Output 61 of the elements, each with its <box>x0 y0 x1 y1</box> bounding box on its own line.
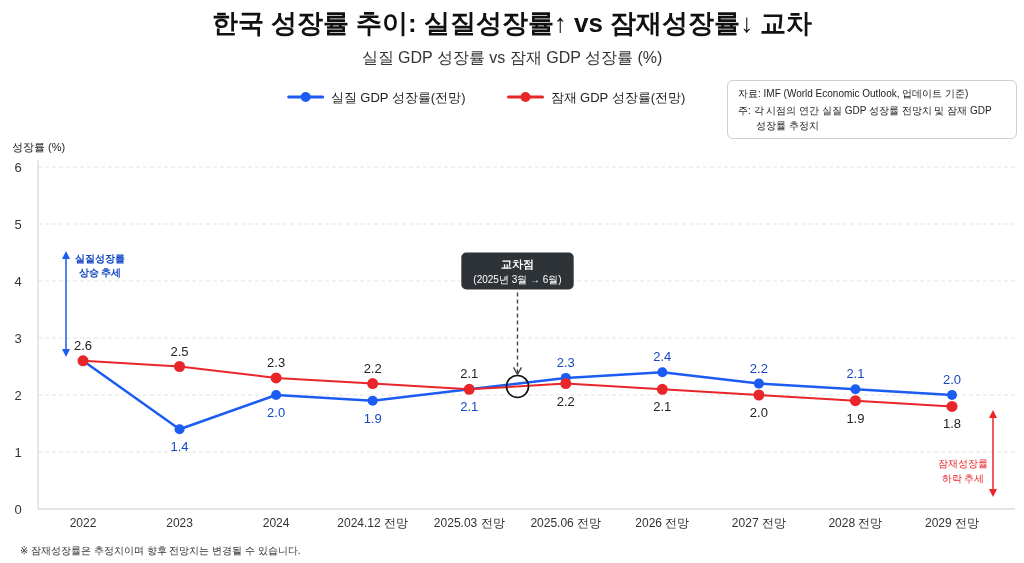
point <box>271 390 282 400</box>
data-label: 1.4 <box>170 439 189 455</box>
point <box>367 395 378 406</box>
point <box>656 383 668 395</box>
point <box>174 361 186 372</box>
x-tick-label: 2025.06 전망 <box>530 516 602 530</box>
point <box>367 378 379 390</box>
data-label: 1.8 <box>942 416 962 432</box>
x-tick-label: 2024 <box>262 516 290 530</box>
point <box>849 395 861 407</box>
point <box>946 400 958 412</box>
point <box>753 389 765 401</box>
data-label: 2.4 <box>653 349 672 365</box>
note-box: 자료: IMF (World Economic Outlook, 업데이트 기준) 주: 각 시점의 연간 실질 GDP 성장률 전망치 및 잠재 GDP 성장률 추정치 <box>727 80 1017 139</box>
x-tick-label: 2028 전망 <box>828 516 883 530</box>
x-tick-label: 2029 전망 <box>924 516 980 530</box>
data-label: 2.2 <box>556 393 575 409</box>
point <box>850 384 861 395</box>
annotation: 교차점 (2025년 3월 → 6월) <box>473 258 562 286</box>
data-label: 2.1 <box>653 399 672 415</box>
chart-subtitle: 실질 GDP 성장률 vs 잠재 GDP 성장률 (%) <box>361 49 663 66</box>
legend-label: 잠재 GDP 성장률(전망) <box>550 90 686 105</box>
data-label: 2.0 <box>267 405 286 420</box>
data-label: 2.0 <box>942 372 962 387</box>
data-label: 2.2 <box>363 360 382 376</box>
text: ※ 잠재성장률은 추정치이며 향후 전망치는 변경될 수 있습니다. <box>20 545 301 556</box>
data-label: 2.3 <box>267 354 286 370</box>
point <box>657 367 668 378</box>
y-axis-title: 성장률 (%) <box>12 141 66 153</box>
x-tick-label: 2027 전망 <box>731 516 786 530</box>
data-label: 2.6 <box>73 337 93 353</box>
data-label: 2.0 <box>749 405 768 420</box>
data-label: 2.1 <box>460 399 479 415</box>
data-label: 2.5 <box>170 343 189 359</box>
x-tick-label: 2026 전망 <box>635 516 690 530</box>
annotation: 실질성장률 상승 추세 <box>75 253 125 278</box>
point <box>753 378 764 389</box>
y-tick-label: 5 <box>14 217 22 232</box>
point <box>560 378 572 390</box>
data-label: 2.2 <box>749 360 768 376</box>
data-label: 2.1 <box>846 366 865 382</box>
y-tick-label: 3 <box>14 331 22 346</box>
chart-title: 한국 성장률 추이: 실질성장률↑ vs 잠재성장률↓ 교차 <box>211 8 813 38</box>
y-tick-label: 6 <box>14 160 22 175</box>
y-tick-label: 2 <box>14 388 22 403</box>
annotation: 잠재성장률 하락 추세 <box>938 458 988 484</box>
y-tick-label: 1 <box>14 445 22 460</box>
data-label: 2.3 <box>556 354 575 370</box>
point <box>270 372 282 384</box>
x-tick-label: 2024.12 전망 <box>337 516 409 530</box>
legend-label: 실질 GDP 성장률(전망) <box>330 90 466 105</box>
y-tick-label: 4 <box>14 274 22 289</box>
point <box>174 424 185 435</box>
data-label: 2.1 <box>460 366 479 382</box>
x-tick-label: 2022 <box>69 516 97 530</box>
data-label: 1.9 <box>846 410 865 426</box>
y-tick-label: 0 <box>14 502 22 517</box>
point <box>947 390 957 400</box>
data-label: 1.9 <box>363 410 382 426</box>
x-tick-label: 2023 <box>166 516 194 530</box>
x-tick-label: 2025.03 전망 <box>433 516 505 530</box>
